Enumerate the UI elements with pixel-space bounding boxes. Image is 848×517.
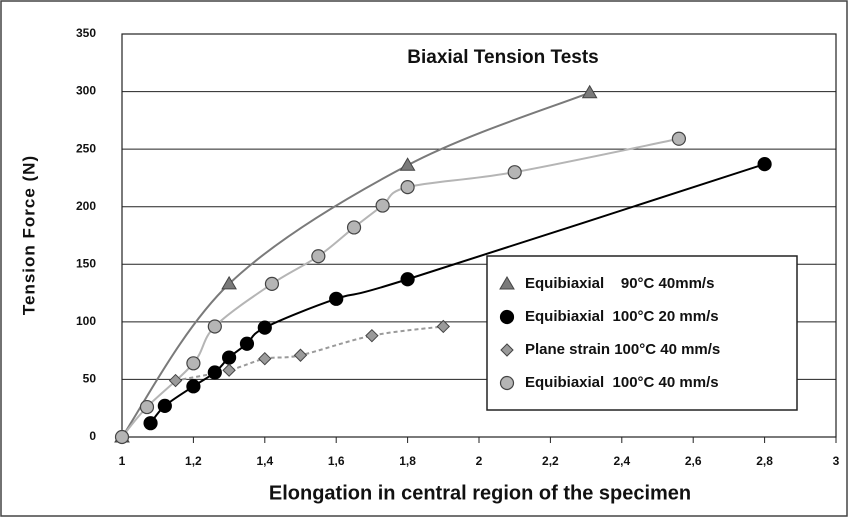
marker: [139, 399, 155, 415]
marker: [239, 336, 255, 351]
x-tick-label: 2,2: [542, 454, 559, 468]
legend-marker: [500, 343, 514, 357]
legend-label: Plane strain 100°C 40 mm/s: [525, 341, 720, 358]
marker: [186, 356, 201, 371]
y-tick-label: 250: [76, 141, 96, 155]
x-tick-label: 2,6: [685, 454, 702, 468]
y-tick-label: 0: [89, 429, 96, 443]
marker: [671, 131, 687, 146]
trend-line: [121, 137, 680, 438]
y-tick-label: 150: [76, 256, 96, 270]
marker: [143, 416, 158, 431]
marker: [264, 276, 280, 291]
marker: [399, 157, 416, 171]
marker: [168, 373, 183, 388]
marker: [221, 275, 237, 290]
marker: [157, 398, 172, 414]
legend-marker: [499, 309, 515, 325]
y-tick-label: 350: [76, 26, 96, 40]
marker: [329, 291, 344, 306]
marker: [311, 249, 326, 264]
marker: [222, 350, 237, 365]
x-tick-label: 1: [119, 454, 126, 468]
y-axis-label: Tension Force (N): [19, 155, 38, 315]
marker: [375, 198, 390, 213]
marker: [581, 84, 598, 99]
legend-marker: [499, 375, 515, 391]
marker: [346, 220, 362, 235]
x-tick-label: 2,8: [756, 454, 773, 468]
legend-label: Equibiaxial 100°C 20 mm/s: [525, 308, 719, 325]
legend-label: Equibiaxial 100°C 40 mm/s: [525, 374, 719, 391]
x-tick-label: 1,8: [399, 454, 416, 468]
marker: [222, 363, 236, 377]
x-tick-label: 1,6: [328, 454, 345, 468]
marker: [400, 272, 415, 287]
marker: [207, 319, 222, 334]
y-tick-label: 50: [83, 372, 97, 386]
legend-label: Equibiaxial 90°C 40mm/s: [525, 275, 714, 292]
y-tick-label: 100: [76, 314, 96, 328]
x-tick-label: 3: [833, 454, 840, 468]
marker: [365, 328, 379, 343]
y-tick-label: 200: [76, 199, 96, 213]
x-tick-label: 1,2: [185, 454, 202, 468]
marker: [186, 379, 201, 394]
marker: [207, 365, 222, 380]
x-tick-label: 2,4: [613, 454, 630, 468]
marker: [114, 429, 130, 445]
legend-marker: [499, 276, 515, 290]
marker: [400, 180, 415, 195]
marker: [257, 320, 272, 335]
marker: [293, 348, 308, 362]
x-tick-label: 1,4: [256, 454, 273, 468]
plot-frame: [121, 33, 837, 438]
trend-line: [121, 91, 591, 438]
marker: [507, 165, 522, 180]
x-axis-label: Elongation in central region of the spec…: [269, 482, 691, 504]
marker: [258, 351, 272, 366]
marker: [436, 319, 451, 334]
marker: [757, 157, 772, 172]
chart-title: Biaxial Tension Tests: [407, 47, 598, 68]
y-tick-label: 300: [76, 84, 96, 98]
x-tick-label: 2: [476, 454, 483, 468]
legend-box: [486, 255, 798, 411]
